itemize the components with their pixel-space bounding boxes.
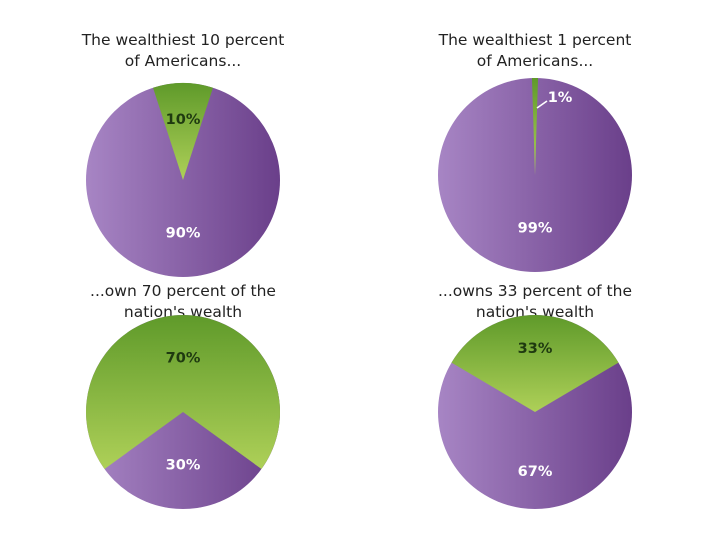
slice-leader-line xyxy=(536,100,548,109)
chart-bottom-left: ...own 70 percent of the nation's wealth… xyxy=(85,282,280,509)
pie-slice-1 xyxy=(531,78,539,175)
slice-label-70: 70% xyxy=(166,351,201,367)
chart-top-right: The wealthiest 1 percent of Americans...… xyxy=(438,31,632,272)
pie-slice-10 xyxy=(153,83,213,180)
slice-label-99: 99% xyxy=(518,220,553,236)
chart-title-line-2: of Americans... xyxy=(477,52,594,70)
chart-bottom-right: ...owns 33 percent of the nation's wealt… xyxy=(438,282,632,509)
slice-label-10: 10% xyxy=(166,112,201,128)
chart-title-line-1: ...own 70 percent of the xyxy=(90,282,276,300)
slice-label-67: 67% xyxy=(518,464,553,480)
chart-title-line-2: nation's wealth xyxy=(476,303,594,321)
chart-title-line-2: nation's wealth xyxy=(124,303,242,321)
slice-label-1: 1% xyxy=(548,90,573,106)
chart-top-left: The wealthiest 10 percent of Americans..… xyxy=(81,31,285,277)
chart-title-line-2: of Americans... xyxy=(125,52,242,70)
chart-title-line-1: ...owns 33 percent of the xyxy=(438,282,632,300)
slice-label-33: 33% xyxy=(518,341,553,357)
chart-title-line-1: The wealthiest 10 percent xyxy=(81,31,285,49)
slice-label-90: 90% xyxy=(166,225,201,241)
pie-slice-70 xyxy=(85,315,280,470)
slice-label-30: 30% xyxy=(166,457,201,473)
chart-title-line-1: The wealthiest 1 percent xyxy=(438,31,632,49)
pie-slice-33 xyxy=(451,314,619,412)
